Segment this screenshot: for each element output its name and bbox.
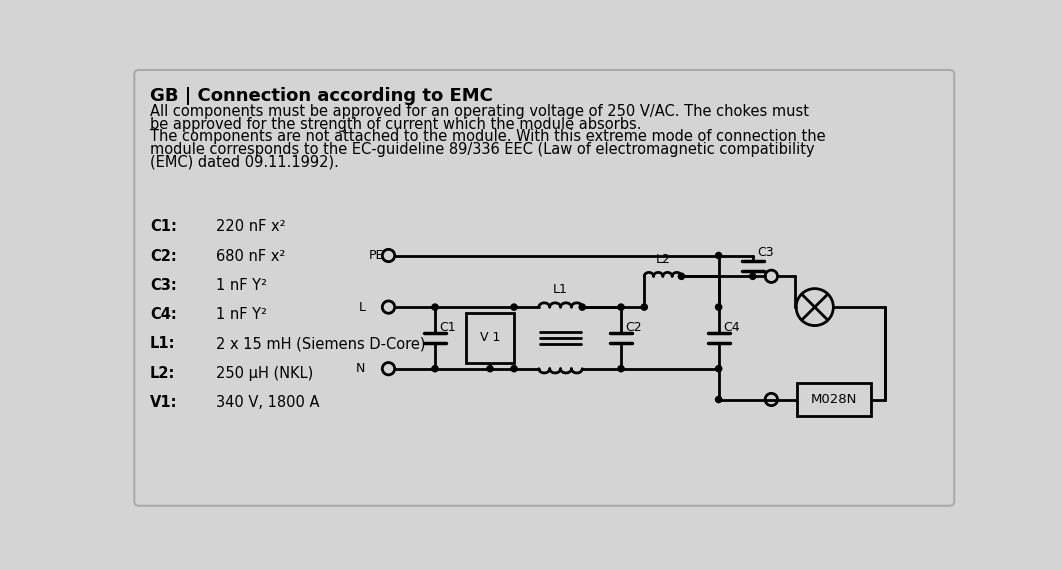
Circle shape (618, 365, 624, 372)
Circle shape (716, 304, 722, 310)
Text: module corresponds to the EC-guideline 89/336 EEC (Law of electromagnetic compat: module corresponds to the EC-guideline 8… (150, 142, 815, 157)
Text: C3:: C3: (150, 278, 176, 293)
Circle shape (579, 304, 585, 310)
Text: C3: C3 (757, 246, 774, 259)
Text: N: N (356, 362, 365, 375)
Text: 250 μH (NKL): 250 μH (NKL) (217, 365, 313, 381)
Circle shape (716, 396, 722, 402)
Text: GB | Connection according to EMC: GB | Connection according to EMC (150, 87, 493, 105)
Text: C2:: C2: (150, 249, 176, 263)
Circle shape (641, 304, 648, 310)
Text: L1: L1 (553, 283, 568, 296)
Circle shape (716, 365, 722, 372)
Circle shape (486, 365, 493, 372)
Text: 220 nF x²: 220 nF x² (217, 219, 286, 234)
Text: C4: C4 (723, 320, 740, 333)
Circle shape (618, 304, 624, 310)
Circle shape (750, 273, 756, 279)
Text: C2: C2 (626, 320, 643, 333)
Circle shape (511, 365, 517, 372)
Text: L1:: L1: (150, 336, 175, 351)
Text: All components must be approved for an operating voltage of 250 V/AC. The chokes: All components must be approved for an o… (150, 104, 809, 119)
Text: C1:: C1: (150, 219, 176, 234)
Text: 1 nF Y²: 1 nF Y² (217, 307, 268, 322)
Circle shape (432, 304, 439, 310)
Text: 340 V, 1800 A: 340 V, 1800 A (217, 395, 320, 410)
Text: C4:: C4: (150, 307, 176, 322)
Bar (796, 384, 871, 416)
Text: C1: C1 (440, 320, 457, 333)
Text: V1:: V1: (150, 395, 177, 410)
Text: L2: L2 (655, 253, 670, 266)
Text: be approved for the strength of current which the module absorbs.: be approved for the strength of current … (150, 116, 641, 132)
Circle shape (679, 273, 685, 279)
Text: L2:: L2: (150, 365, 175, 381)
Text: V 1: V 1 (480, 331, 500, 344)
Text: PE: PE (369, 249, 383, 262)
Circle shape (432, 365, 439, 372)
Text: M028N: M028N (810, 393, 857, 406)
Circle shape (716, 253, 722, 259)
Text: 680 nF x²: 680 nF x² (217, 249, 286, 263)
Text: 2 x 15 mH (Siemens D-Core): 2 x 15 mH (Siemens D-Core) (217, 336, 426, 351)
Text: (EMC) dated 09.11.1992).: (EMC) dated 09.11.1992). (150, 154, 339, 170)
Text: L: L (358, 300, 365, 314)
FancyBboxPatch shape (134, 70, 955, 506)
Circle shape (511, 304, 517, 310)
Bar (466, 314, 514, 363)
Text: The components are not attached to the module. With this extreme mode of connect: The components are not attached to the m… (150, 129, 825, 144)
Text: 1 nF Y²: 1 nF Y² (217, 278, 268, 293)
